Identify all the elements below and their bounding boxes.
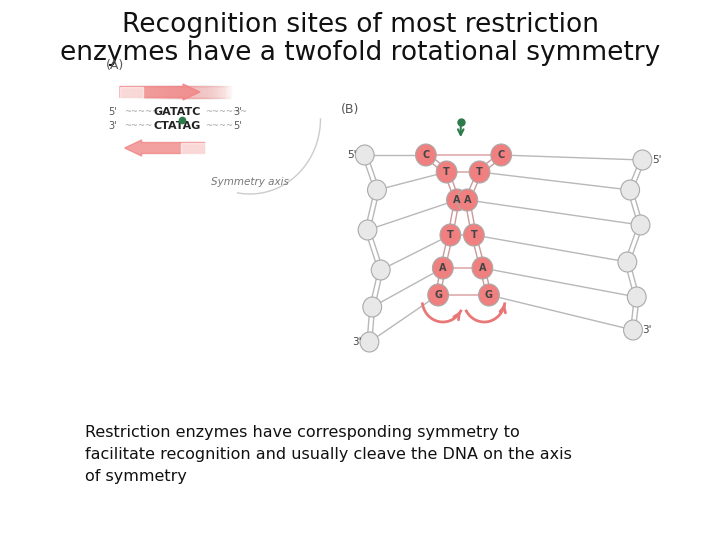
- Circle shape: [433, 257, 453, 279]
- Text: T: T: [476, 167, 483, 177]
- FancyArrow shape: [181, 143, 204, 153]
- Text: T: T: [444, 167, 450, 177]
- Text: A: A: [479, 263, 486, 273]
- FancyArrow shape: [125, 140, 204, 156]
- Circle shape: [457, 189, 477, 211]
- Circle shape: [479, 284, 499, 306]
- Circle shape: [624, 320, 642, 340]
- Text: 3': 3': [233, 107, 241, 117]
- Circle shape: [367, 180, 387, 200]
- Circle shape: [631, 215, 650, 235]
- Text: A: A: [439, 263, 446, 273]
- Circle shape: [446, 189, 467, 211]
- Text: ~~~~: ~~~~: [124, 122, 152, 131]
- Text: 3': 3': [642, 325, 652, 335]
- FancyArrow shape: [120, 84, 200, 100]
- Text: (B): (B): [341, 104, 359, 117]
- Text: CTATAG: CTATAG: [154, 121, 201, 131]
- Text: T: T: [471, 230, 477, 240]
- Circle shape: [355, 145, 374, 165]
- Text: Symmetry axis: Symmetry axis: [211, 177, 289, 187]
- Text: G: G: [434, 290, 442, 300]
- Text: G: G: [485, 290, 493, 300]
- Text: (A): (A): [106, 58, 124, 71]
- Circle shape: [491, 144, 511, 166]
- Text: T: T: [447, 230, 454, 240]
- Circle shape: [618, 252, 636, 272]
- Text: Restriction enzymes have corresponding symmetry to
facilitate recognition and us: Restriction enzymes have corresponding s…: [85, 425, 572, 484]
- FancyArrow shape: [120, 86, 143, 98]
- Text: 5': 5': [233, 121, 242, 131]
- Text: A: A: [464, 195, 471, 205]
- Circle shape: [469, 161, 490, 183]
- Circle shape: [363, 297, 382, 317]
- Circle shape: [440, 224, 461, 246]
- Circle shape: [360, 332, 379, 352]
- Text: C: C: [498, 150, 505, 160]
- Text: 3': 3': [109, 121, 117, 131]
- Circle shape: [428, 284, 449, 306]
- Circle shape: [464, 224, 485, 246]
- Text: 5': 5': [348, 150, 357, 160]
- Circle shape: [472, 257, 492, 279]
- Text: 5': 5': [109, 107, 117, 117]
- Circle shape: [627, 287, 646, 307]
- Text: ~~~~~~: ~~~~~~: [204, 107, 247, 117]
- Text: C: C: [422, 150, 430, 160]
- Text: 3': 3': [352, 337, 362, 347]
- Text: 5': 5': [652, 155, 661, 165]
- FancyArrow shape: [186, 86, 231, 98]
- Circle shape: [633, 150, 652, 170]
- Text: A: A: [453, 195, 461, 205]
- Text: Recognition sites of most restriction: Recognition sites of most restriction: [122, 12, 598, 38]
- Circle shape: [358, 220, 377, 240]
- Circle shape: [621, 180, 639, 200]
- Circle shape: [415, 144, 436, 166]
- Text: GATATC: GATATC: [154, 107, 201, 117]
- Text: ~~~~: ~~~~: [204, 122, 233, 131]
- Circle shape: [436, 161, 457, 183]
- Text: enzymes have a twofold rotational symmetry: enzymes have a twofold rotational symmet…: [60, 40, 660, 66]
- Circle shape: [372, 260, 390, 280]
- Text: ~~~~~~: ~~~~~~: [124, 107, 166, 117]
